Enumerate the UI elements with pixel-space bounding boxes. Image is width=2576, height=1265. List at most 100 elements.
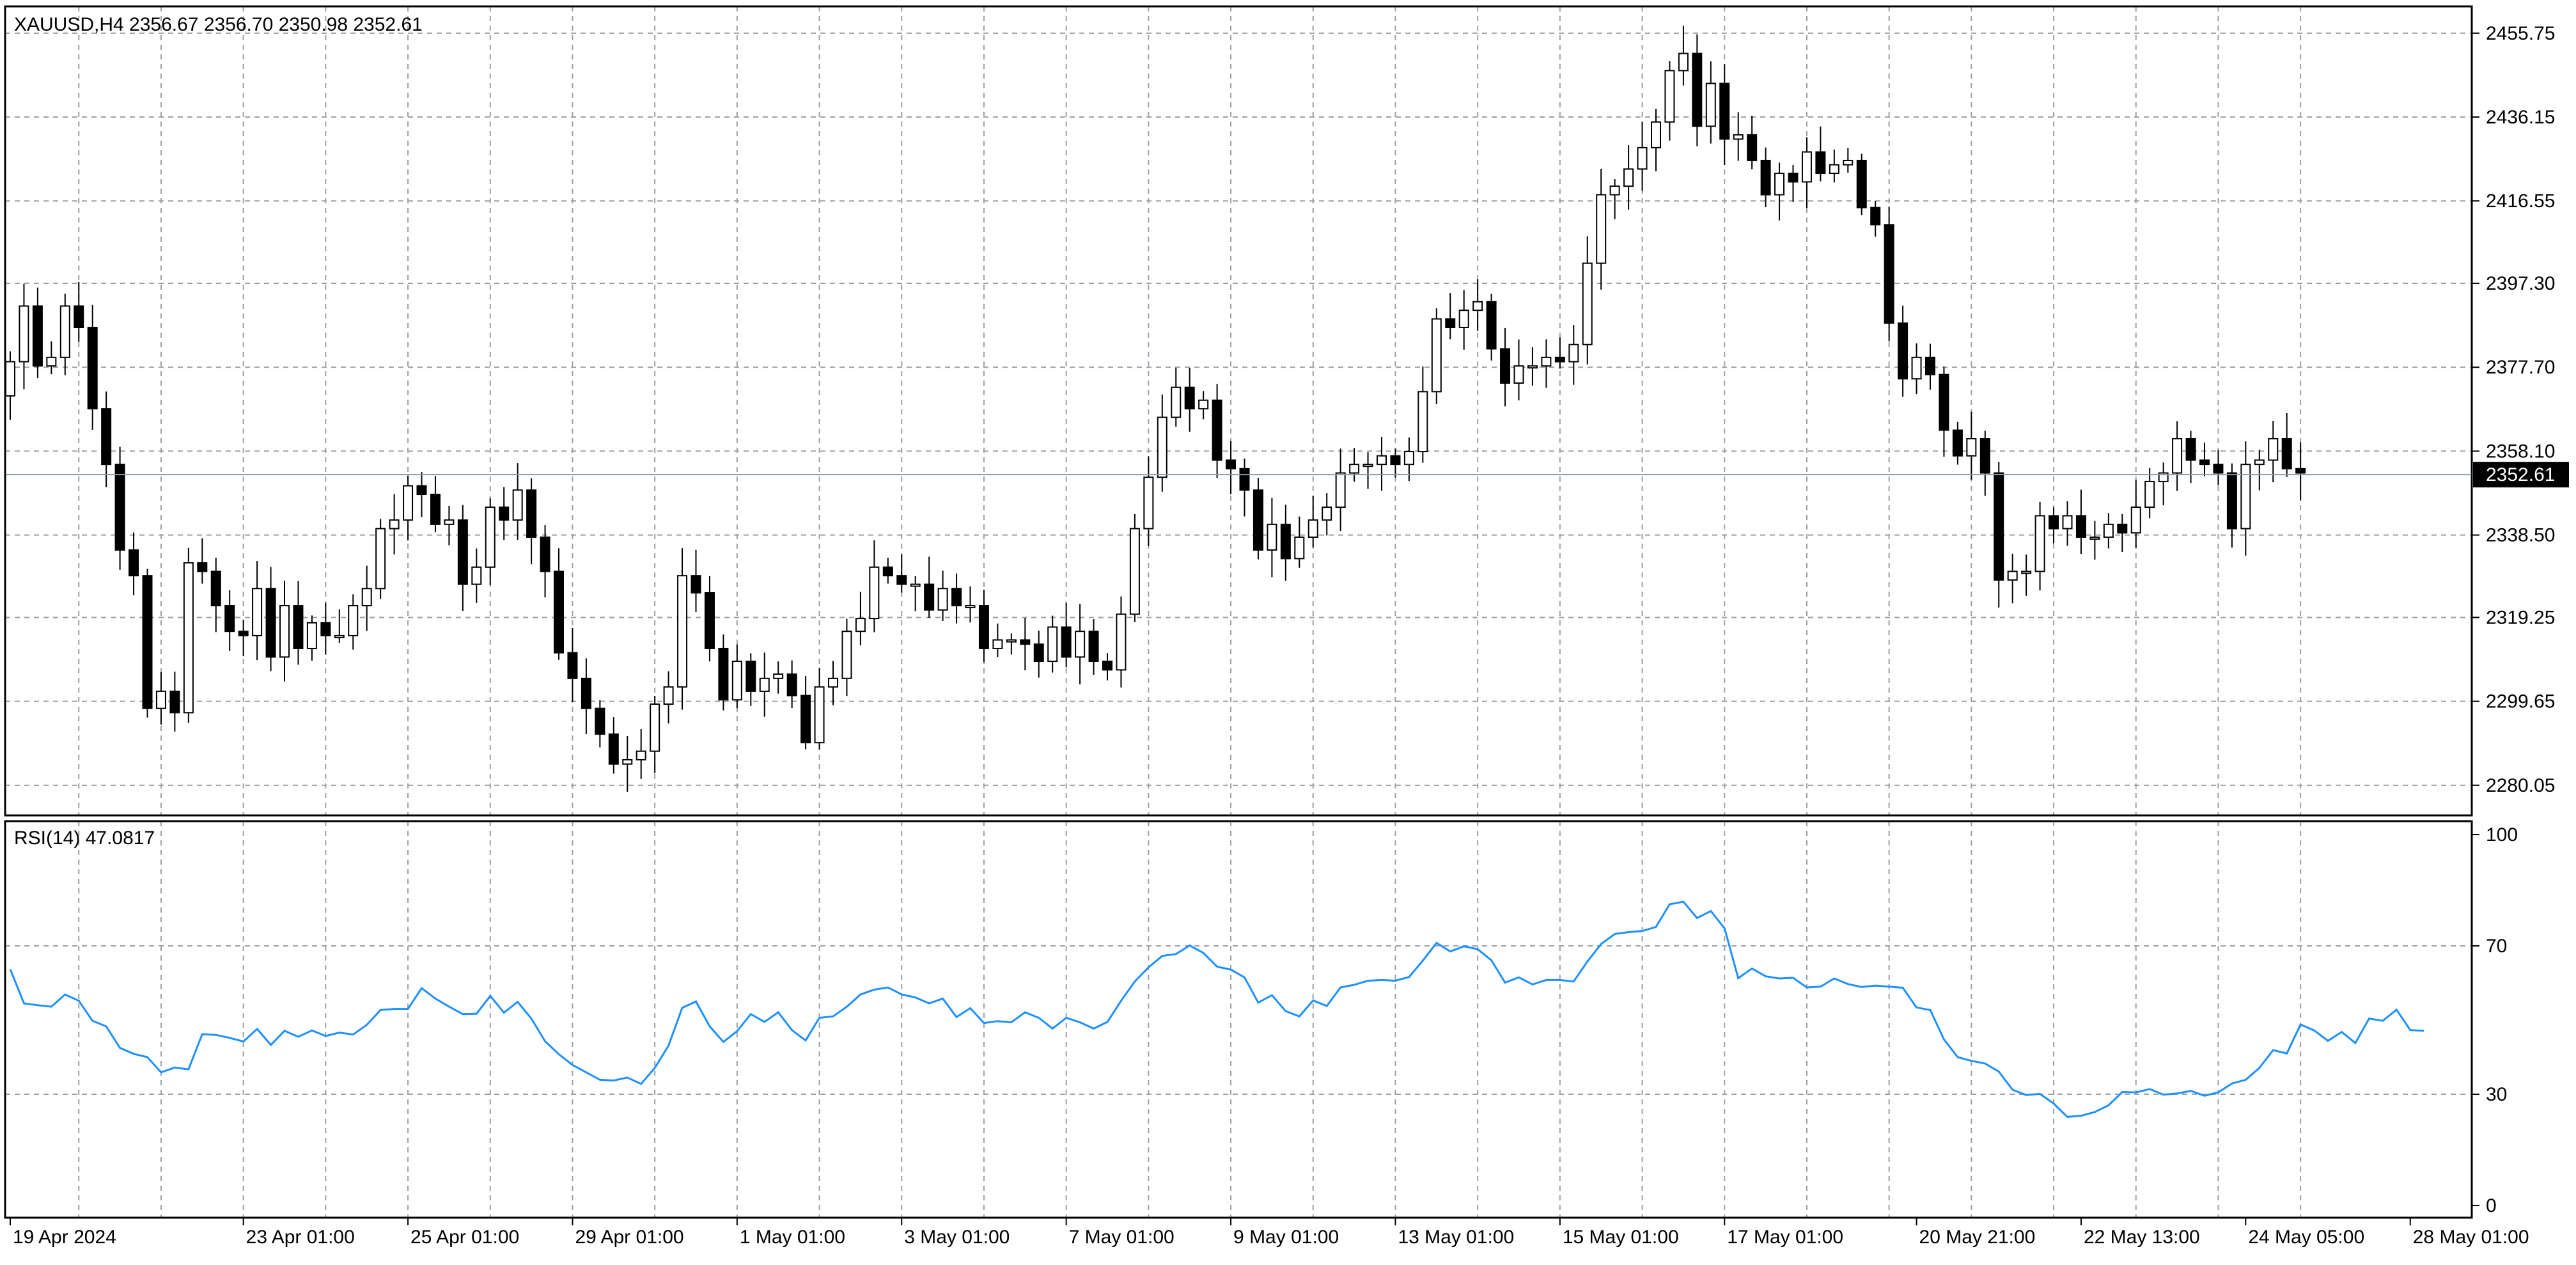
bear-candle bbox=[197, 562, 208, 572]
bull-candle bbox=[1267, 523, 1277, 551]
bear-candle bbox=[416, 485, 427, 496]
bear-candle bbox=[554, 570, 564, 654]
bull-candle bbox=[1403, 451, 1414, 466]
bear-candle bbox=[1979, 438, 1990, 474]
bull-candle bbox=[375, 528, 386, 590]
bull-candle bbox=[306, 622, 317, 649]
bear-candle bbox=[1898, 322, 1909, 380]
bull-candle bbox=[46, 356, 57, 367]
bear-candle bbox=[1925, 356, 1935, 375]
bear-candle bbox=[1212, 399, 1222, 461]
price-tick-label: 2455.75 bbox=[2486, 23, 2555, 44]
bear-candle bbox=[265, 588, 276, 658]
price-tick-label: 2358.10 bbox=[2486, 441, 2555, 462]
rsi-tick-label: 0 bbox=[2486, 1195, 2497, 1216]
bull-candle bbox=[1349, 464, 1360, 474]
time-tick-label: 17 May 01:00 bbox=[1727, 1227, 1843, 1248]
bull-candle bbox=[2034, 515, 2045, 572]
time-tick-label: 23 Apr 01:00 bbox=[246, 1227, 355, 1248]
chart-title: XAUUSD,H4 2356.67 2356.70 2350.98 2352.6… bbox=[14, 14, 423, 35]
bear-candle bbox=[581, 677, 591, 709]
time-tick-label: 13 May 01:00 bbox=[1398, 1227, 1514, 1248]
bear-candle bbox=[87, 326, 98, 410]
current-price-label: 2352.61 bbox=[2486, 464, 2555, 485]
bear-candle bbox=[1884, 224, 1894, 324]
bull-candle bbox=[1966, 438, 1977, 457]
bear-candle bbox=[896, 575, 907, 585]
bear-candle bbox=[1390, 455, 1401, 466]
bull-candle bbox=[731, 661, 742, 701]
bear-candle bbox=[114, 464, 125, 551]
bull-candle bbox=[1651, 121, 1661, 148]
bull-candle bbox=[1678, 52, 1689, 72]
bear-candle bbox=[224, 605, 235, 632]
bull-candle bbox=[1006, 639, 1017, 643]
bull-candle bbox=[1472, 301, 1483, 311]
bull-candle bbox=[1829, 164, 1839, 175]
bull-candle bbox=[636, 750, 646, 760]
bull-candle bbox=[1623, 168, 1634, 187]
bull-candle bbox=[2130, 507, 2141, 534]
rsi-axis: 100 70 30 0 bbox=[2472, 824, 2518, 1216]
bull-candle bbox=[1705, 82, 1716, 127]
bear-candle bbox=[238, 631, 249, 636]
bear-candle bbox=[1445, 318, 1456, 328]
bear-candle bbox=[2281, 438, 2292, 469]
bull-candle bbox=[814, 686, 825, 744]
bear-candle bbox=[745, 661, 756, 692]
bear-candle bbox=[951, 588, 962, 607]
bull-candle bbox=[348, 605, 359, 636]
bear-candle bbox=[2295, 468, 2306, 474]
bull-candle bbox=[19, 305, 29, 363]
bear-candle bbox=[1253, 489, 1263, 551]
time-tick-label: 29 Apr 01:00 bbox=[575, 1227, 683, 1248]
bear-candle bbox=[1870, 207, 1881, 226]
bull-candle bbox=[2268, 438, 2279, 461]
bull-candle bbox=[1664, 70, 1675, 123]
bear-candle bbox=[32, 305, 43, 367]
time-tick-label: 28 May 01:00 bbox=[2413, 1227, 2529, 1248]
bear-candle bbox=[1020, 639, 1031, 645]
bull-candle bbox=[2172, 438, 2183, 474]
bull-candle bbox=[1431, 318, 1442, 393]
current-price-badge: 2352.61 bbox=[2473, 462, 2569, 488]
bear-candle bbox=[430, 494, 441, 525]
bear-candle bbox=[2049, 515, 2059, 530]
bear-candle bbox=[1500, 348, 1511, 384]
bull-candle bbox=[759, 677, 770, 692]
time-tick-label: 20 May 21:00 bbox=[1919, 1227, 2036, 1248]
bull-candle bbox=[1075, 631, 1086, 658]
bear-candle bbox=[1239, 468, 1250, 491]
price-tick-label: 2416.55 bbox=[2486, 191, 2555, 212]
price-axis: 2455.75 2436.15 2416.55 2397.30 2377.70 2358.… bbox=[2472, 23, 2555, 796]
bear-candle bbox=[978, 605, 989, 649]
bull-candle bbox=[1458, 310, 1469, 328]
bull-candle bbox=[1774, 173, 1785, 196]
time-tick-label: 15 May 01:00 bbox=[1563, 1227, 1679, 1248]
price-tick-label: 2299.65 bbox=[2486, 691, 2555, 712]
bear-candle bbox=[691, 575, 701, 593]
bear-candle bbox=[1952, 429, 1963, 457]
bear-candle bbox=[1061, 626, 1072, 658]
bear-candle bbox=[786, 673, 797, 696]
bull-candle bbox=[1513, 365, 1524, 384]
time-tick-label: 25 Apr 01:00 bbox=[410, 1227, 519, 1248]
bear-candle bbox=[882, 566, 893, 577]
price-tick-label: 2319.25 bbox=[2486, 607, 2555, 628]
rsi-tick-label: 30 bbox=[2486, 1084, 2507, 1105]
bull-candle bbox=[2089, 536, 2100, 540]
bear-candle bbox=[2199, 459, 2210, 466]
bear-candle bbox=[1692, 52, 1703, 127]
bull-candle bbox=[677, 575, 688, 688]
time-axis: 19 Apr 2024 23 Apr 01:00 25 Apr 01:00 29 Ap… bbox=[10, 1218, 2529, 1248]
bull-candle bbox=[992, 639, 1003, 649]
bear-candle bbox=[1994, 472, 2004, 581]
bull-candle bbox=[2103, 523, 2114, 538]
bear-candle bbox=[142, 575, 153, 709]
bull-candle bbox=[773, 673, 784, 679]
bull-candle bbox=[1843, 159, 1854, 166]
bear-candle bbox=[704, 592, 715, 649]
bull-candle bbox=[965, 605, 976, 609]
price-panel-border bbox=[4, 5, 2473, 817]
